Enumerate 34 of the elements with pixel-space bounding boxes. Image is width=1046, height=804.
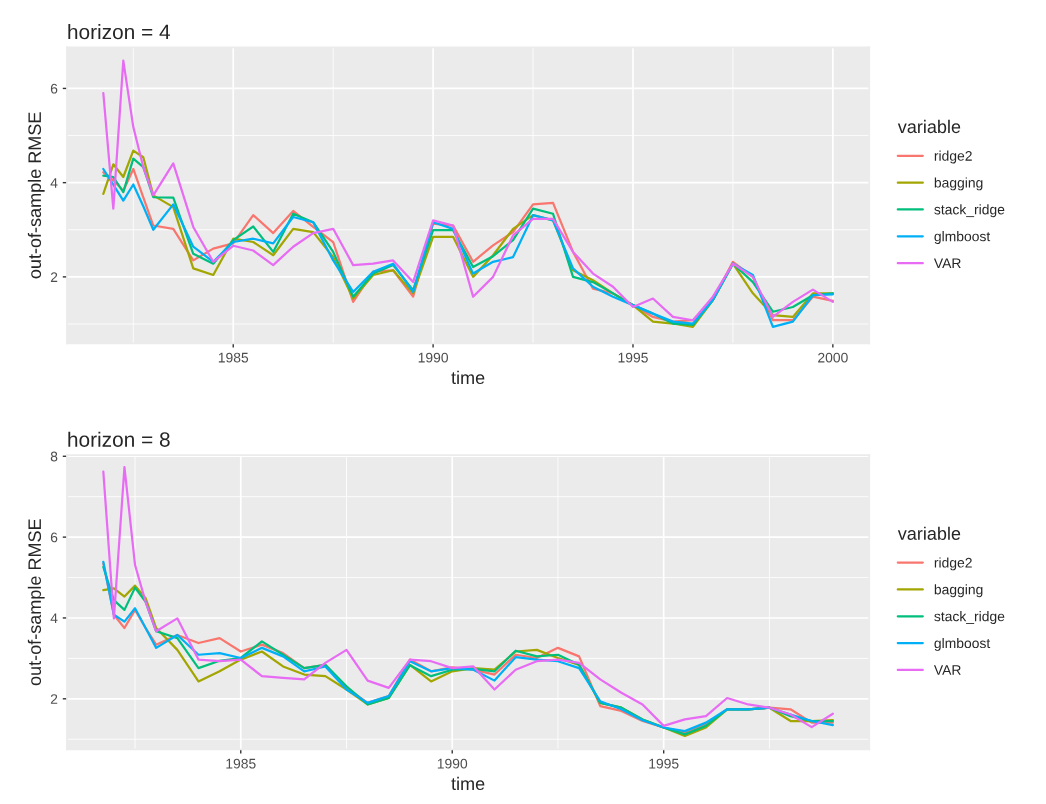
legend-title: variable <box>897 119 961 134</box>
legend-title: variable <box>897 526 961 540</box>
legend-label: glmboost <box>934 637 991 651</box>
x-tick-label: 1990 <box>418 352 449 363</box>
y-axis-title: out-of-sample RMSE <box>27 519 45 686</box>
legend-label: ridge2 <box>934 557 972 571</box>
y-tick-label: 4 <box>50 613 58 623</box>
legend-label: VAR <box>933 258 961 268</box>
x-axis-title: time <box>451 776 485 791</box>
y-tick-label: 6 <box>50 83 58 94</box>
legend-label: VAR <box>933 665 961 675</box>
x-tick-label: 2000 <box>818 352 848 363</box>
y-tick-label: 6 <box>50 532 58 543</box>
legend-label: glmboost <box>934 231 991 245</box>
legend-label: stack_ridge <box>934 611 1005 625</box>
x-tick-label: 1995 <box>618 352 648 363</box>
y-tick-label: 2 <box>50 272 58 282</box>
chart-title: horizon = 8 <box>68 431 170 447</box>
line-series <box>102 466 834 729</box>
x-tick-label: 1985 <box>218 352 249 363</box>
x-tick-label: 1985 <box>226 758 256 769</box>
x-tick-label: 1990 <box>437 758 468 769</box>
chart-title: horizon = 4 <box>68 24 170 40</box>
y-tick-label: 8 <box>50 451 58 462</box>
x-tick-label: 1995 <box>649 758 679 769</box>
y-tick-label: 2 <box>50 694 58 704</box>
legend-label: ridge2 <box>934 150 972 164</box>
y-axis-title: out-of-sample RMSE <box>27 112 45 279</box>
line-series <box>102 59 834 322</box>
legend-label: stack_ridge <box>934 204 1005 218</box>
x-axis-title: time <box>451 370 485 385</box>
legend-label: bagging <box>934 584 983 598</box>
legend-label: bagging <box>934 177 983 191</box>
y-tick-label: 4 <box>50 178 58 188</box>
